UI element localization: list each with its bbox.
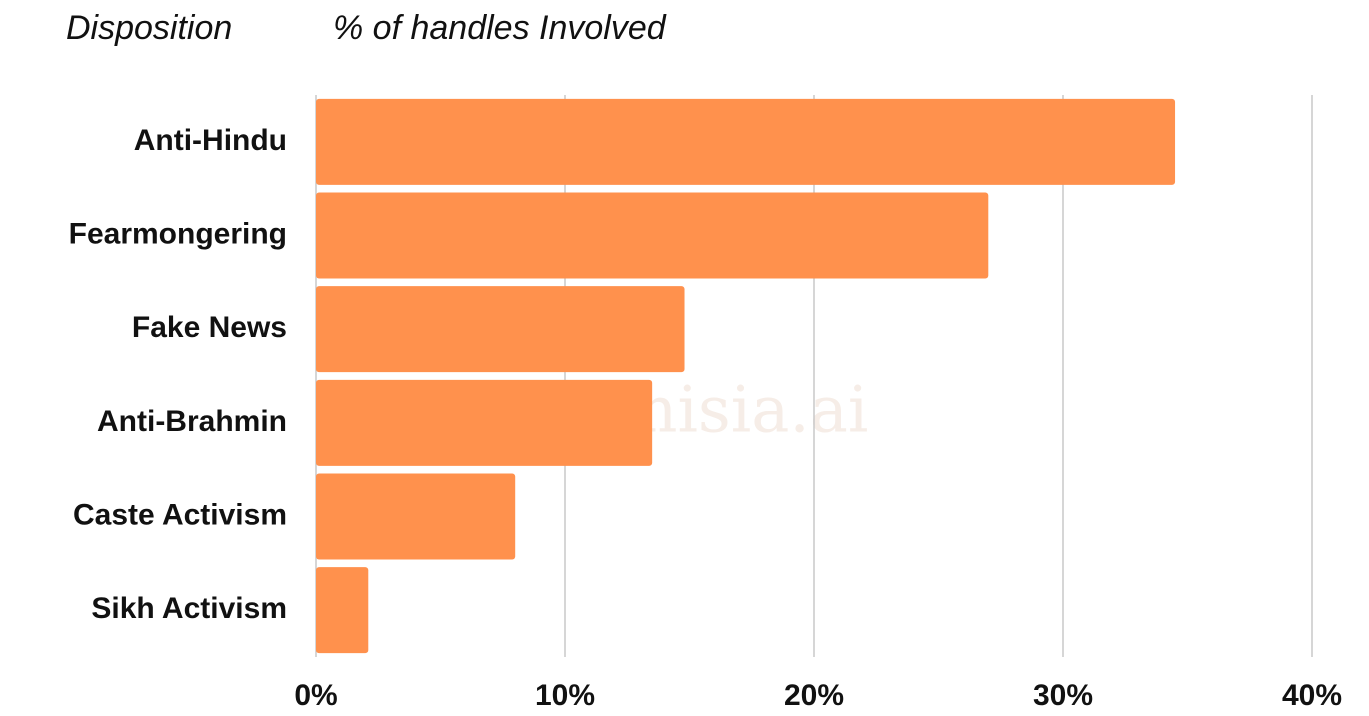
y-axis-label: Disposition [66, 9, 232, 47]
y-tick-label: Anti-Hindu [134, 124, 287, 157]
bar [316, 98, 1176, 185]
x-axis-label: % of handles Involved [333, 9, 667, 47]
y-tick-label: Fearmongering [69, 217, 287, 250]
x-tick-label: 0% [294, 679, 337, 712]
y-tick-label: Sikh Activism [91, 592, 287, 625]
y-tick-label: Caste Activism [73, 498, 287, 531]
bar [316, 567, 369, 654]
bar [316, 286, 685, 373]
x-tick-label: 20% [784, 679, 844, 712]
y-tick-label: Anti-Brahmin [97, 405, 287, 438]
y-tick-label: Fake News [132, 311, 287, 344]
bar [316, 379, 653, 466]
x-tick-label: 40% [1282, 679, 1342, 712]
x-tick-label: 10% [535, 679, 595, 712]
bar [316, 192, 989, 279]
bar [316, 473, 516, 560]
x-tick-label: 30% [1033, 679, 1093, 712]
